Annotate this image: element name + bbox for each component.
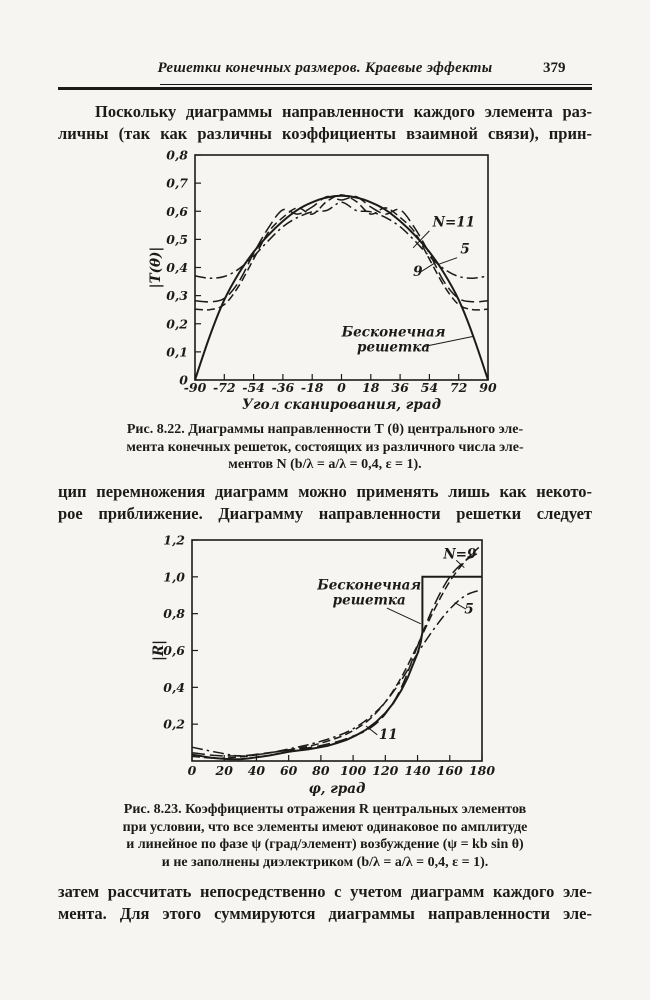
- header-rule-thick: [58, 87, 592, 90]
- series-curve-dash: [194, 194, 489, 311]
- y-tick-label: 0,2: [166, 316, 188, 331]
- running-head-title: Решетки конечных размеров. Краевые эффек…: [157, 60, 493, 76]
- text-line: затем рассчитать непосредственно с учето…: [58, 882, 592, 901]
- figure-8-23-caption: Рис. 8.23. Коэффициенты отражения R цент…: [80, 801, 570, 871]
- x-tick-label: -72: [213, 380, 236, 395]
- text-line: цип перемножения диаграмм можно применят…: [58, 482, 592, 501]
- y-axis-title: |R|: [151, 640, 167, 661]
- x-tick-label: 36: [391, 380, 409, 395]
- y-tick-label: 0,8: [163, 606, 185, 621]
- curve-label: Бесконечная решетка: [316, 578, 421, 609]
- x-tick-label: 100: [340, 763, 366, 778]
- x-axis-title: Угол сканирования, град: [242, 397, 441, 413]
- x-tick-label: 72: [450, 380, 468, 395]
- x-tick-label: 18: [362, 380, 380, 395]
- x-tick-label: 60: [280, 763, 298, 778]
- caption-line: Рис. 8.23. Коэффициенты отражения R цент…: [123, 802, 527, 817]
- leader-line: [386, 607, 422, 625]
- paragraph-1: Поскольку диаграммы направленности каждо…: [58, 101, 592, 145]
- series-curve-longdash: [191, 552, 480, 757]
- leader-line: [422, 335, 474, 348]
- text-line: личны (так как различны коэффициенты вза…: [58, 124, 592, 143]
- figure-8-22-caption: Рис. 8.22. Диаграммы направленности Т (θ…: [95, 421, 555, 474]
- y-tick-label: 0,4: [163, 680, 185, 695]
- x-tick-label: 120: [372, 763, 398, 778]
- leader-line: [455, 559, 465, 568]
- x-tick-label: 140: [405, 763, 431, 778]
- y-tick-label: 0,7: [166, 176, 188, 191]
- caption-line: при условии, что все элементы имеют один…: [122, 819, 528, 835]
- paragraph-3: затем рассчитать непосредственно с учето…: [58, 881, 592, 925]
- curve-label: 5: [460, 241, 469, 257]
- x-axis-title: φ, град: [309, 781, 366, 797]
- text-line: мента. Для этого суммируются диаграммы н…: [58, 904, 592, 923]
- x-tick-label: 160: [437, 763, 463, 778]
- x-tick-label: 180: [469, 763, 495, 778]
- plot-frame: [191, 539, 483, 762]
- y-tick-label: 0,4: [166, 260, 188, 275]
- x-tick-label: 90: [479, 380, 497, 395]
- x-tick-label: 0: [337, 380, 346, 395]
- series-curve-dashdot: [194, 201, 489, 279]
- series-curve-longdash: [194, 195, 489, 303]
- text-line: рое приближение. Диаграмму направленност…: [58, 504, 592, 523]
- leader-line: [454, 602, 467, 610]
- header-rule-thin: [160, 84, 592, 85]
- y-tick-label: 0,1: [166, 344, 188, 359]
- series-curve-dashdot: [191, 588, 483, 757]
- caption-line: Рис. 8.22. Диаграммы направленности Т (θ…: [126, 422, 524, 437]
- paragraph-2: цип перемножения диаграмм можно применят…: [58, 481, 592, 525]
- series-curve-solid: [191, 575, 482, 761]
- curve-label: Бесконечная решетка: [341, 324, 446, 355]
- caption-line: мента конечных решеток, состоящих из раз…: [126, 439, 524, 455]
- text-line: Поскольку диаграммы направленности каждо…: [95, 102, 592, 121]
- curve-label: N=9: [442, 546, 477, 562]
- curve-label: 11: [379, 727, 398, 743]
- curve-label: N=11: [432, 215, 475, 231]
- y-tick-label: 0,3: [166, 288, 188, 303]
- curve-label: 9: [413, 264, 423, 280]
- x-tick-label: 20: [215, 763, 234, 778]
- caption-line: ментов N (b/λ = a/λ = 0,4, ε = 1).: [228, 457, 422, 472]
- caption-line: и линейное по фазе ψ (град/элемент) возб…: [126, 837, 524, 852]
- y-tick-label: 0,2: [163, 717, 185, 732]
- y-tick-label: 0: [179, 373, 188, 388]
- x-tick-label: 80: [312, 763, 330, 778]
- plot-frame: [194, 154, 489, 381]
- y-tick-label: 0,8: [166, 148, 188, 163]
- x-tick-label: 40: [248, 763, 266, 778]
- figure-8-23-chart: 0,2 0,4 0,6 0,8 1,0 1,2 0 20 40 60 80 100 120 140 160 1…: [151, 533, 495, 798]
- y-tick-label: 1,0: [163, 569, 185, 584]
- curve-label: 5: [464, 602, 473, 618]
- x-tick-label: 54: [421, 380, 438, 395]
- x-tick-label: -36: [272, 380, 295, 395]
- x-tick-label: -18: [301, 380, 324, 395]
- leader-line: [419, 262, 435, 274]
- y-axis-title: |T(θ)|: [148, 247, 164, 289]
- x-tick-label: -54: [242, 380, 265, 395]
- caption-line: и не заполнены диэлектриком (b/λ = a/λ =…: [161, 854, 489, 870]
- y-tick-label: 0,6: [166, 204, 188, 219]
- leader-line: [412, 230, 430, 249]
- y-tick-label: 1,2: [163, 533, 185, 548]
- y-tick-label: 0,5: [166, 232, 188, 247]
- leader-line: [365, 725, 378, 736]
- y-tick-label: 0,6: [163, 643, 185, 658]
- x-tick-label: -90: [184, 380, 207, 395]
- page-number: 379: [543, 60, 566, 76]
- figure-8-22-chart: 0 0,1 0,2 0,3 0,4 0,5 0,6 0,7 0,8 -90 -72 -54 -36 -18…: [148, 148, 497, 414]
- x-tick-label: 0: [188, 763, 197, 778]
- leader-line: [437, 257, 458, 266]
